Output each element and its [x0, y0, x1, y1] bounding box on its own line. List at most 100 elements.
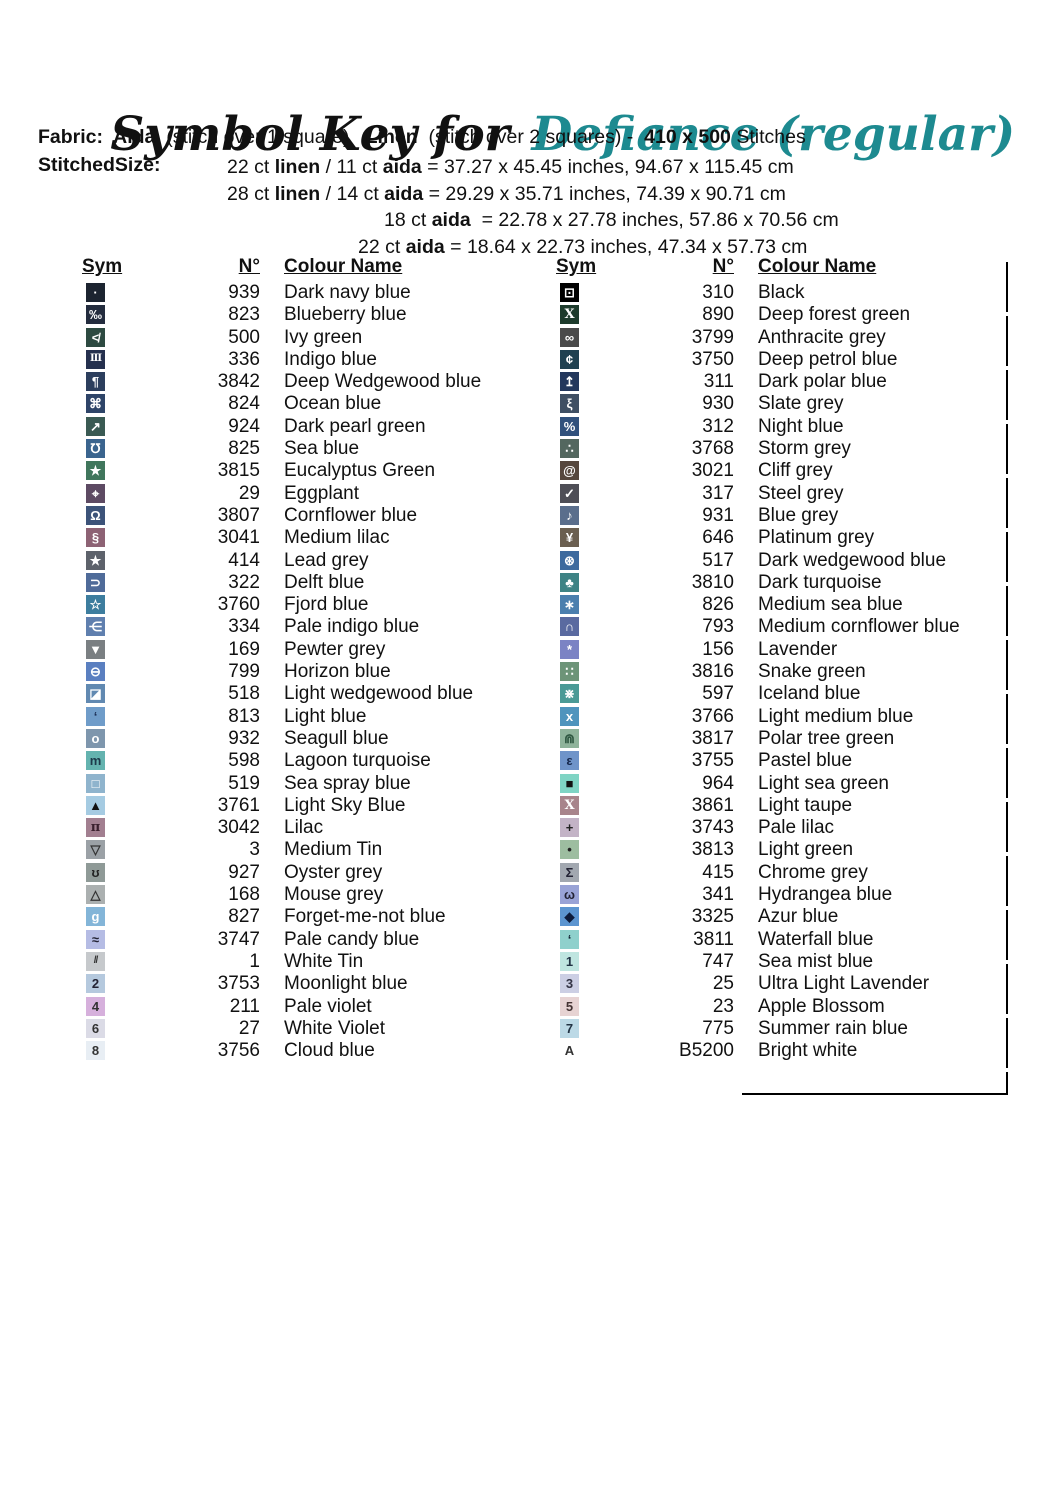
- thread-number: 322: [228, 571, 260, 593]
- thread-number: 927: [228, 861, 260, 883]
- thread-number: 3021: [691, 460, 734, 482]
- colour-name: Pale candy blue: [284, 928, 420, 950]
- colour-name: Light green: [758, 839, 854, 861]
- key-row: ⊃ 322 Delft blue: [82, 572, 552, 594]
- thread-number: 799: [228, 661, 260, 683]
- symbol-swatch: •: [560, 840, 579, 860]
- right-dashed-rule: [1006, 262, 1008, 1094]
- symbol-swatch: III: [86, 349, 105, 369]
- text-segment: 22 ct: [358, 235, 406, 258]
- colour-name: Pastel blue: [758, 750, 853, 772]
- symbol-swatch: ¢: [560, 349, 579, 369]
- colour-name: Cloud blue: [284, 1040, 375, 1062]
- thread-number: 156: [702, 638, 734, 660]
- colour-name: Moonlight blue: [284, 973, 408, 995]
- thread-number: 3807: [217, 504, 260, 526]
- thread-number: 317: [702, 482, 734, 504]
- text-segment: aida: [431, 209, 471, 231]
- thread-number: 793: [702, 616, 734, 638]
- thread-number: 3816: [691, 661, 734, 683]
- key-row: ‘ 813 Light blue: [82, 706, 552, 728]
- key-row: ∷ 3816 Snake green: [556, 661, 1026, 683]
- thread-number: 23: [712, 995, 734, 1017]
- key-row: ▽ 3 Medium Tin: [82, 839, 552, 861]
- thread-number: 27: [238, 1017, 260, 1039]
- symbol-swatch: ⊛: [560, 550, 579, 570]
- key-row: ◆ 3325 Azur blue: [556, 906, 1026, 928]
- colour-name: Slate grey: [758, 393, 844, 415]
- colour-name: White Tin: [284, 950, 364, 972]
- key-row: ¶ 3842 Deep Wedgewood blue: [82, 371, 552, 393]
- symbol-swatch: +: [560, 818, 579, 838]
- symbol-swatch: 3: [560, 974, 579, 994]
- symbol-swatch: ‘: [86, 706, 105, 726]
- symbol-swatch: %: [560, 416, 579, 436]
- colour-name: Sea blue: [284, 438, 360, 460]
- title-prefix: Symbol Key for: [110, 107, 510, 162]
- symbol-swatch: 2: [86, 974, 105, 994]
- symbol-swatch: ≮: [86, 327, 105, 347]
- symbol-swatch: §: [86, 528, 105, 548]
- symbol-swatch: m: [86, 751, 105, 771]
- thread-number: 890: [702, 304, 734, 326]
- symbol-swatch: ■: [560, 773, 579, 793]
- colour-name: Deep forest green: [758, 304, 911, 326]
- thread-number: 3747: [217, 928, 260, 950]
- colour-name: Dark polar blue: [758, 371, 887, 393]
- key-row: ▼ 169 Pewter grey: [82, 639, 552, 661]
- key-row: ✓ 317 Steel grey: [556, 483, 1026, 505]
- key-row: ☆ 3760 Fjord blue: [82, 594, 552, 616]
- thread-number: 598: [228, 750, 260, 772]
- colour-name: Eucalyptus Green: [284, 460, 436, 482]
- thread-number: 3799: [691, 326, 734, 348]
- text-segment: aida: [384, 182, 424, 205]
- key-row: 4 211 Pale violet: [82, 996, 552, 1018]
- text-segment: 22 ct: [227, 156, 275, 178]
- colour-name: Black: [758, 282, 805, 303]
- thread-number: 3756: [217, 1040, 260, 1062]
- thread-number: 827: [228, 906, 260, 928]
- symbol-swatch: ⌘: [86, 394, 105, 414]
- key-column-right: Sym N° Colour Name ⊡ 310 Black X 890 Deep for…: [556, 256, 1026, 1062]
- stitched-size-line: 22 ct linen / 11 ct aida = 37.27 x 45.45…: [227, 154, 839, 181]
- key-row: π 3042 Lilac: [82, 817, 552, 839]
- colour-name: Night blue: [758, 415, 844, 437]
- thread-number: 3768: [691, 438, 734, 460]
- key-row: § 3041 Medium lilac: [82, 527, 552, 549]
- key-row: ∗ 826 Medium sea blue: [556, 594, 1026, 616]
- colour-name: Ultra Light Lavender: [758, 973, 930, 995]
- thread-number: 3: [249, 839, 260, 861]
- thread-number: 3810: [691, 571, 734, 593]
- header-sym: Sym: [82, 256, 123, 277]
- key-row: // 1 White Tin: [82, 951, 552, 973]
- thread-number: 3761: [217, 794, 260, 816]
- symbol-swatch: ∩: [560, 617, 579, 637]
- key-row: 7 775 Summer rain blue: [556, 1018, 1026, 1040]
- thread-number: 3750: [691, 348, 734, 370]
- colour-name: Pale lilac: [758, 817, 835, 839]
- thread-number: 964: [702, 772, 734, 794]
- symbol-swatch: X: [560, 305, 579, 325]
- colour-name: Light sea green: [758, 772, 889, 794]
- colour-name: Dark turquoise: [758, 571, 882, 593]
- colour-name: Seagull blue: [284, 727, 389, 749]
- symbol-swatch: ∷: [560, 662, 579, 682]
- key-column-left: Sym N° Colour Name · 939 Dark navy blue ‰ 82…: [82, 256, 552, 1062]
- colour-name: Deep petrol blue: [758, 348, 898, 370]
- colour-name: Mouse grey: [284, 884, 384, 906]
- thread-number: 813: [228, 705, 260, 727]
- symbol-swatch: ξ: [560, 394, 579, 414]
- key-row: X 3861 Light taupe: [556, 795, 1026, 817]
- colour-name: Lavender: [758, 638, 838, 660]
- text-segment: 28 ct: [227, 182, 275, 205]
- symbol-swatch: ☆: [86, 595, 105, 615]
- key-row: ◪ 518 Light wedgewood blue: [82, 683, 552, 705]
- key-row: ⌖ 29 Eggplant: [82, 483, 552, 505]
- thread-number: 747: [702, 950, 734, 972]
- symbol-swatch: ◪: [86, 684, 105, 704]
- thread-number: 414: [228, 549, 260, 571]
- key-row: * 156 Lavender: [556, 639, 1026, 661]
- key-row: ★ 414 Lead grey: [82, 550, 552, 572]
- key-row: A B5200 Bright white: [556, 1040, 1026, 1062]
